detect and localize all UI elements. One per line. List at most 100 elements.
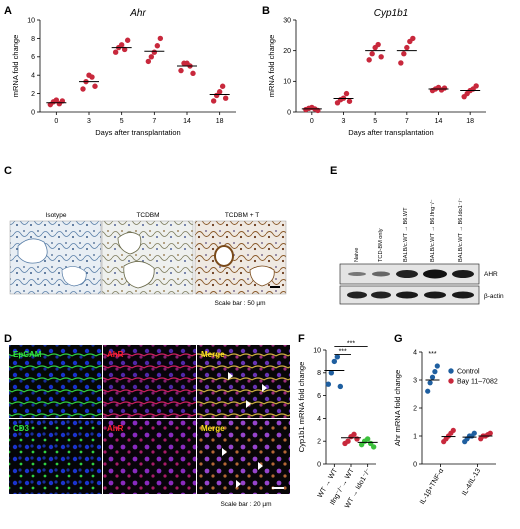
data-point bbox=[337, 383, 344, 390]
x-tick-label: 5 bbox=[373, 118, 377, 125]
panel-label-a: A bbox=[4, 5, 12, 17]
legend-marker-bay bbox=[448, 378, 454, 384]
data-point bbox=[80, 86, 86, 92]
data-point bbox=[473, 83, 479, 89]
lane-labels: Naive TCD-BM only BALB/c.WT → B6.WT BALB… bbox=[354, 198, 464, 262]
d-label-ahr-1: AhR bbox=[107, 350, 124, 359]
scale-bar-d-label: Scale bar : 20 µm bbox=[220, 501, 271, 508]
legend-label-bay: Bay 11–7082 bbox=[457, 379, 498, 386]
x-tick-label: 7 bbox=[152, 118, 156, 125]
data-point bbox=[190, 70, 196, 77]
data-point bbox=[328, 370, 335, 376]
ahr-band-4 bbox=[423, 269, 447, 279]
data-point bbox=[325, 381, 332, 387]
data-point bbox=[148, 54, 155, 60]
micrograph-merge-2 bbox=[197, 419, 290, 494]
data-point bbox=[366, 57, 372, 63]
data-point bbox=[369, 51, 375, 57]
data-point bbox=[398, 60, 404, 66]
scale-bar-c-label: Scale bar : 50 µm bbox=[214, 300, 265, 307]
data-point bbox=[222, 95, 229, 101]
x-tick-label: 0 bbox=[310, 118, 314, 125]
x-tick-label: 18 bbox=[216, 118, 224, 125]
data-point bbox=[154, 43, 161, 49]
data-point bbox=[112, 49, 119, 55]
y-tick-label: 0 bbox=[317, 461, 321, 468]
x-axis-label: Days after transplantation bbox=[95, 128, 180, 137]
y-tick-label: 20 bbox=[283, 48, 291, 55]
y-tick-label: 10 bbox=[313, 347, 321, 354]
y-axis-label: mRNA fold change bbox=[267, 35, 276, 98]
lane-label-ifng: BALB/c.WT → B6.Ifng⁻/⁻ bbox=[430, 199, 436, 262]
y-tick-label: 4 bbox=[317, 416, 321, 423]
panel-label-f: F bbox=[298, 333, 305, 345]
ahr-band-1 bbox=[348, 272, 366, 276]
data-point bbox=[151, 49, 158, 55]
chart-b: 0 10 20 30 0 3 5 7 14 18 Cyp1b1 Days after transpla… bbox=[267, 8, 486, 137]
data-point bbox=[157, 35, 164, 42]
panel-label-b: B bbox=[262, 5, 270, 17]
x-tick-label: 14 bbox=[435, 118, 443, 125]
western-blot bbox=[339, 263, 480, 305]
lane-label-ido1: BALB/c.WT → B6.Ido1⁻/⁻ bbox=[458, 198, 464, 262]
data-point bbox=[118, 42, 125, 48]
significance-label: *** bbox=[339, 349, 347, 356]
y-axis-label: mRNA fold change bbox=[11, 35, 20, 98]
x-tick-label: 5 bbox=[120, 118, 124, 125]
micrograph-label-tcdbm-t: TCDBM + T bbox=[225, 212, 259, 219]
y-tick-label: 6 bbox=[31, 54, 35, 61]
data-point bbox=[364, 436, 371, 442]
data-point bbox=[216, 89, 223, 95]
data-point bbox=[432, 369, 438, 375]
y-tick-label: 2 bbox=[31, 91, 35, 98]
actin-band-5 bbox=[452, 291, 474, 299]
d-label-epcam: EpCAM bbox=[13, 350, 42, 359]
data-point bbox=[425, 388, 431, 394]
x-tick-label: 14 bbox=[183, 118, 191, 125]
micrograph-label-isotype: Isotype bbox=[46, 212, 67, 219]
data-point bbox=[471, 430, 477, 436]
y-tick-label: 30 bbox=[283, 17, 291, 24]
data-point bbox=[178, 67, 184, 74]
data-point bbox=[53, 97, 60, 103]
data-point bbox=[410, 35, 416, 42]
data-point bbox=[441, 85, 448, 91]
micrograph-ahr-2 bbox=[103, 419, 196, 494]
micrograph-isotype bbox=[9, 220, 102, 295]
actin-band-3 bbox=[396, 291, 418, 299]
y-axis-label: Cyp1b1 mRNA fold change bbox=[297, 362, 306, 452]
data-point bbox=[346, 98, 353, 104]
x-tick-label: IL-4/IL-13 bbox=[461, 467, 482, 497]
d-label-cd3: CD3 bbox=[13, 424, 30, 433]
data-point bbox=[434, 363, 440, 369]
panel-label-d: D bbox=[4, 333, 12, 345]
y-tick-label: 3 bbox=[413, 377, 417, 384]
x-tick-label: 18 bbox=[466, 118, 474, 125]
y-tick-label: 4 bbox=[413, 349, 417, 356]
legend-marker-control bbox=[448, 368, 454, 374]
micrograph-merge-1 bbox=[197, 345, 290, 418]
ahr-band-2 bbox=[372, 271, 390, 277]
micrograph-label-tcdbm: TCDBM bbox=[136, 212, 159, 219]
chart-title: Cyp1b1 bbox=[374, 8, 408, 19]
y-tick-label: 2 bbox=[413, 405, 417, 412]
lane-label-tcdbm: TCD-BM only bbox=[378, 228, 384, 262]
data-point bbox=[219, 83, 226, 89]
lane-label-naive: Naive bbox=[354, 248, 360, 262]
data-point bbox=[354, 436, 360, 442]
d-label-ahr-2: AhR bbox=[107, 424, 124, 433]
y-tick-label: 10 bbox=[27, 17, 35, 24]
data-point bbox=[351, 431, 357, 438]
legend-label-control: Control bbox=[457, 369, 480, 376]
x-axis-label: Days after transplantation bbox=[348, 128, 433, 137]
y-tick-label: 0 bbox=[31, 109, 35, 116]
micrograph-ahr-1 bbox=[103, 345, 196, 418]
y-tick-label: 4 bbox=[31, 73, 35, 80]
actin-band-4 bbox=[424, 291, 446, 299]
data-point bbox=[378, 54, 384, 60]
data-point bbox=[487, 430, 493, 436]
micrograph-cd3 bbox=[9, 419, 102, 494]
y-tick-label: 0 bbox=[287, 109, 291, 116]
data-point bbox=[145, 58, 152, 65]
